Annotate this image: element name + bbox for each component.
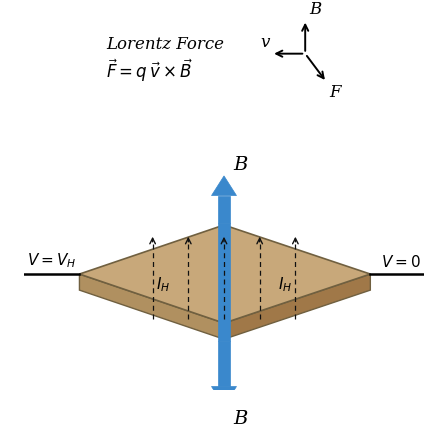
Text: $\vec{F} = q\,\vec{v} \times \vec{B}$: $\vec{F} = q\,\vec{v} \times \vec{B}$ [106,57,193,84]
Polygon shape [79,274,224,339]
Polygon shape [79,225,370,323]
Text: F: F [329,84,341,101]
Text: $V = V_H$: $V = V_H$ [27,252,76,270]
Bar [218,196,230,223]
Text: B: B [233,410,247,425]
Text: B: B [233,156,247,174]
Text: Lorentz Force: Lorentz Force [106,36,224,53]
Polygon shape [224,274,370,339]
Text: $I_H$: $I_H$ [278,275,292,294]
Bar [218,341,230,386]
Polygon shape [211,176,237,196]
Text: $I_H$: $I_H$ [156,275,170,294]
Polygon shape [211,386,237,406]
Bar [218,223,230,341]
Text: $V = 0$: $V = 0$ [381,255,421,270]
Text: B: B [310,1,322,18]
Text: v: v [260,34,270,51]
